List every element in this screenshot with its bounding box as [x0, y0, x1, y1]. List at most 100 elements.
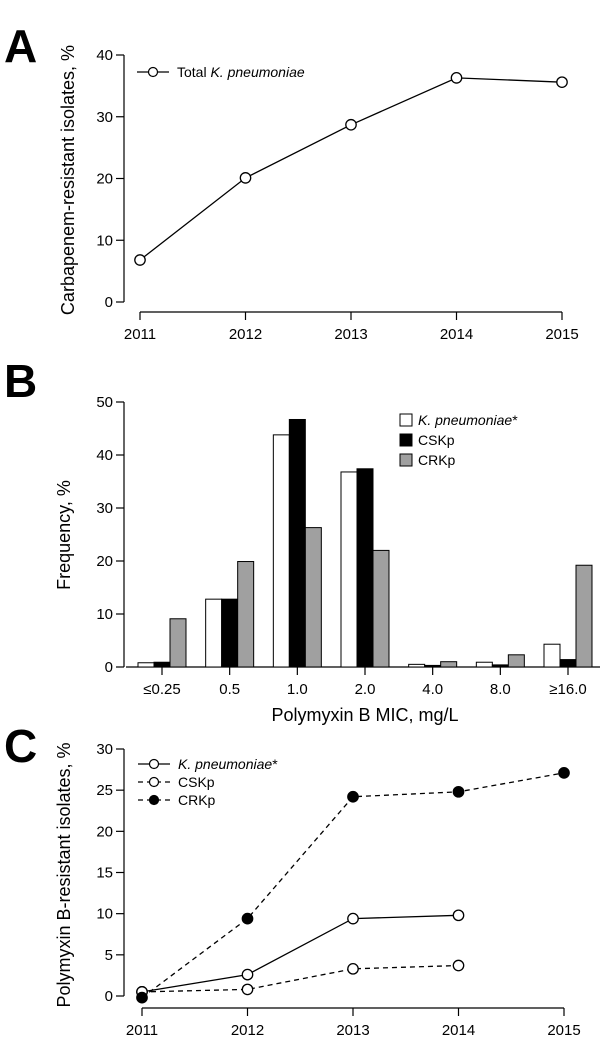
panel-b-y-tick-label: 0	[105, 659, 113, 676]
panel-c-data-point	[452, 785, 465, 798]
panel-b-bar	[237, 561, 255, 668]
panel-b-bar	[559, 659, 577, 668]
panel-c-legend-marker	[148, 776, 160, 788]
panel-a-legend-label: Total K. pneumoniae	[177, 64, 305, 80]
panel-b-legend-label-part-1: *	[512, 412, 518, 428]
panel-b-x-tick-label: 4.0	[422, 681, 443, 698]
panel-c-y-tick-label: 20	[96, 823, 113, 840]
panel-a-data-point	[239, 172, 252, 184]
panel-b-bar	[272, 434, 290, 668]
panel-c-data-point	[241, 983, 254, 996]
panel-b-bar	[169, 618, 187, 668]
panel-b-legend-swatch	[399, 413, 413, 427]
panel-a-data-point	[556, 76, 568, 89]
panel-b-bar	[372, 549, 390, 668]
panel-a-data-point	[345, 118, 357, 131]
panel-a-y-tick-label: 20	[96, 171, 113, 188]
panel-c-legend-marker	[148, 758, 160, 770]
panel-c-x-tick-label: 2014	[442, 1022, 475, 1039]
chart-panel-b: 0 10 20 30 40 50 Frequency, % ≤0.25 0.5 1.0 2.0 4.0…	[54, 394, 600, 725]
panel-b-legend-swatch	[399, 433, 413, 447]
panel-b-y-tick-label: 50	[96, 394, 113, 411]
panel-c-y-tick-label: 10	[96, 906, 113, 923]
panel-b-legend-label-part-0: CRKp	[418, 452, 456, 468]
panel-b-bar	[153, 661, 171, 668]
panel-c-legend-label-part-0: CSKp	[178, 774, 215, 790]
panel-c-data-point	[241, 968, 254, 981]
panel-b-y-tick-label: 30	[96, 500, 113, 517]
panel-a-x-tick-label: 2012	[229, 326, 262, 343]
panel-a-y-tick-label: 30	[96, 109, 113, 126]
panel-c-legend-label: CSKp	[178, 774, 215, 790]
panel-b-bar	[288, 418, 306, 668]
panel-a-x-tick-label: 2013	[334, 326, 367, 343]
panel-c-data-point	[136, 991, 148, 1004]
panel-c-legend-label-part-1: *	[272, 756, 278, 772]
panel-c-data-point	[452, 959, 465, 972]
panel-b-legend-label-part-0: CSKp	[418, 432, 455, 448]
panel-b-bar	[137, 662, 155, 668]
panel-b-x-tick-label: ≥16.0	[549, 681, 586, 698]
panel-b-bar	[491, 664, 509, 668]
panel-c-data-point	[347, 962, 359, 975]
panel-c-legend-label: K. pneumoniae*	[178, 756, 278, 772]
panel-c-x-tick-label: 2015	[547, 1022, 580, 1039]
panel-a-series-line-0	[139, 77, 563, 261]
panel-c-legend-label-part-0: K. pneumoniae	[178, 756, 272, 772]
panel-b-y-axis-label: Frequency, %	[54, 480, 74, 590]
panel-c-x-tick-label: 2011	[126, 1022, 158, 1039]
panel-a-x-tick-label: 2015	[545, 326, 578, 343]
chart-panel-c: 0 5 10 15 20 25 30 Polymyxin B-resistant isolat…	[54, 741, 581, 1039]
panel-b-legend-label: CSKp	[418, 432, 455, 448]
chart-panel-a: 0 10 20 30 40 Carbapenem-resistant isolates, …	[58, 45, 579, 343]
panel-b-bar	[356, 468, 374, 668]
panel-letter-c: C	[4, 720, 37, 772]
panel-a-legend-marker	[147, 66, 159, 78]
panel-a-y-axis-label: Carbapenem-resistant isolates, %	[58, 45, 78, 315]
panel-c-legend-label: CRKp	[178, 792, 216, 808]
panel-b-bar	[507, 654, 525, 668]
panel-letter-b: B	[4, 355, 37, 407]
panel-b-bar	[475, 661, 493, 668]
panel-c-series-line-0	[141, 914, 459, 993]
panel-a-x-tick-label: 2011	[124, 326, 156, 343]
panel-c-y-tick-label: 5	[105, 947, 113, 964]
panel-c-y-tick-label: 25	[96, 782, 113, 799]
panel-b-y-tick-label: 20	[96, 553, 113, 570]
panel-c-x-tick-label: 2012	[231, 1022, 264, 1039]
panel-c-y-tick-label: 30	[96, 741, 113, 758]
panel-a-y-tick-label: 40	[96, 47, 113, 64]
panel-a-data-point	[134, 254, 146, 266]
panel-b-bar	[543, 643, 561, 668]
panel-a-legend-label-part-0: Total	[177, 64, 210, 80]
panel-b-x-tick-label: 1.0	[287, 681, 308, 698]
panel-a-x-tick-label: 2014	[440, 326, 473, 343]
panel-b-x-tick-label: 2.0	[355, 681, 376, 698]
panel-letter-a: A	[4, 20, 37, 72]
panel-b-bar	[408, 663, 426, 668]
panel-c-x-tick-label: 2013	[336, 1022, 369, 1039]
panel-c-y-tick-label: 15	[96, 865, 113, 882]
panel-a-legend-label-part-1: K. pneumoniae	[210, 64, 304, 80]
panel-b-bar	[575, 564, 593, 668]
panel-b-bar	[221, 598, 239, 668]
panel-c-legend-marker	[148, 794, 160, 806]
panel-c-data-point	[558, 767, 570, 779]
panel-b-bar	[205, 598, 223, 668]
panel-b-bar	[304, 527, 322, 668]
panel-b-legend-label-part-0: K. pneumoniae	[418, 412, 512, 428]
panel-c-legend-label-part-0: CRKp	[178, 792, 216, 808]
panel-c-data-point	[452, 909, 465, 922]
panel-c-series-line-1	[141, 964, 459, 993]
panel-b-bar	[440, 661, 458, 668]
panel-b-x-tick-label: 8.0	[490, 681, 511, 698]
panel-b-bar	[424, 664, 442, 668]
panel-b-x-tick-label: ≤0.25	[143, 681, 180, 698]
panel-c-y-axis-label: Polymyxin B-resistant isolates, %	[54, 742, 74, 1007]
panel-c-y-tick-label: 0	[105, 988, 113, 1005]
panel-b-y-tick-label: 40	[96, 447, 113, 464]
panel-b-x-tick-label: 0.5	[219, 681, 240, 698]
panel-c-data-point	[347, 912, 359, 925]
panel-b-legend-swatch	[399, 453, 413, 467]
